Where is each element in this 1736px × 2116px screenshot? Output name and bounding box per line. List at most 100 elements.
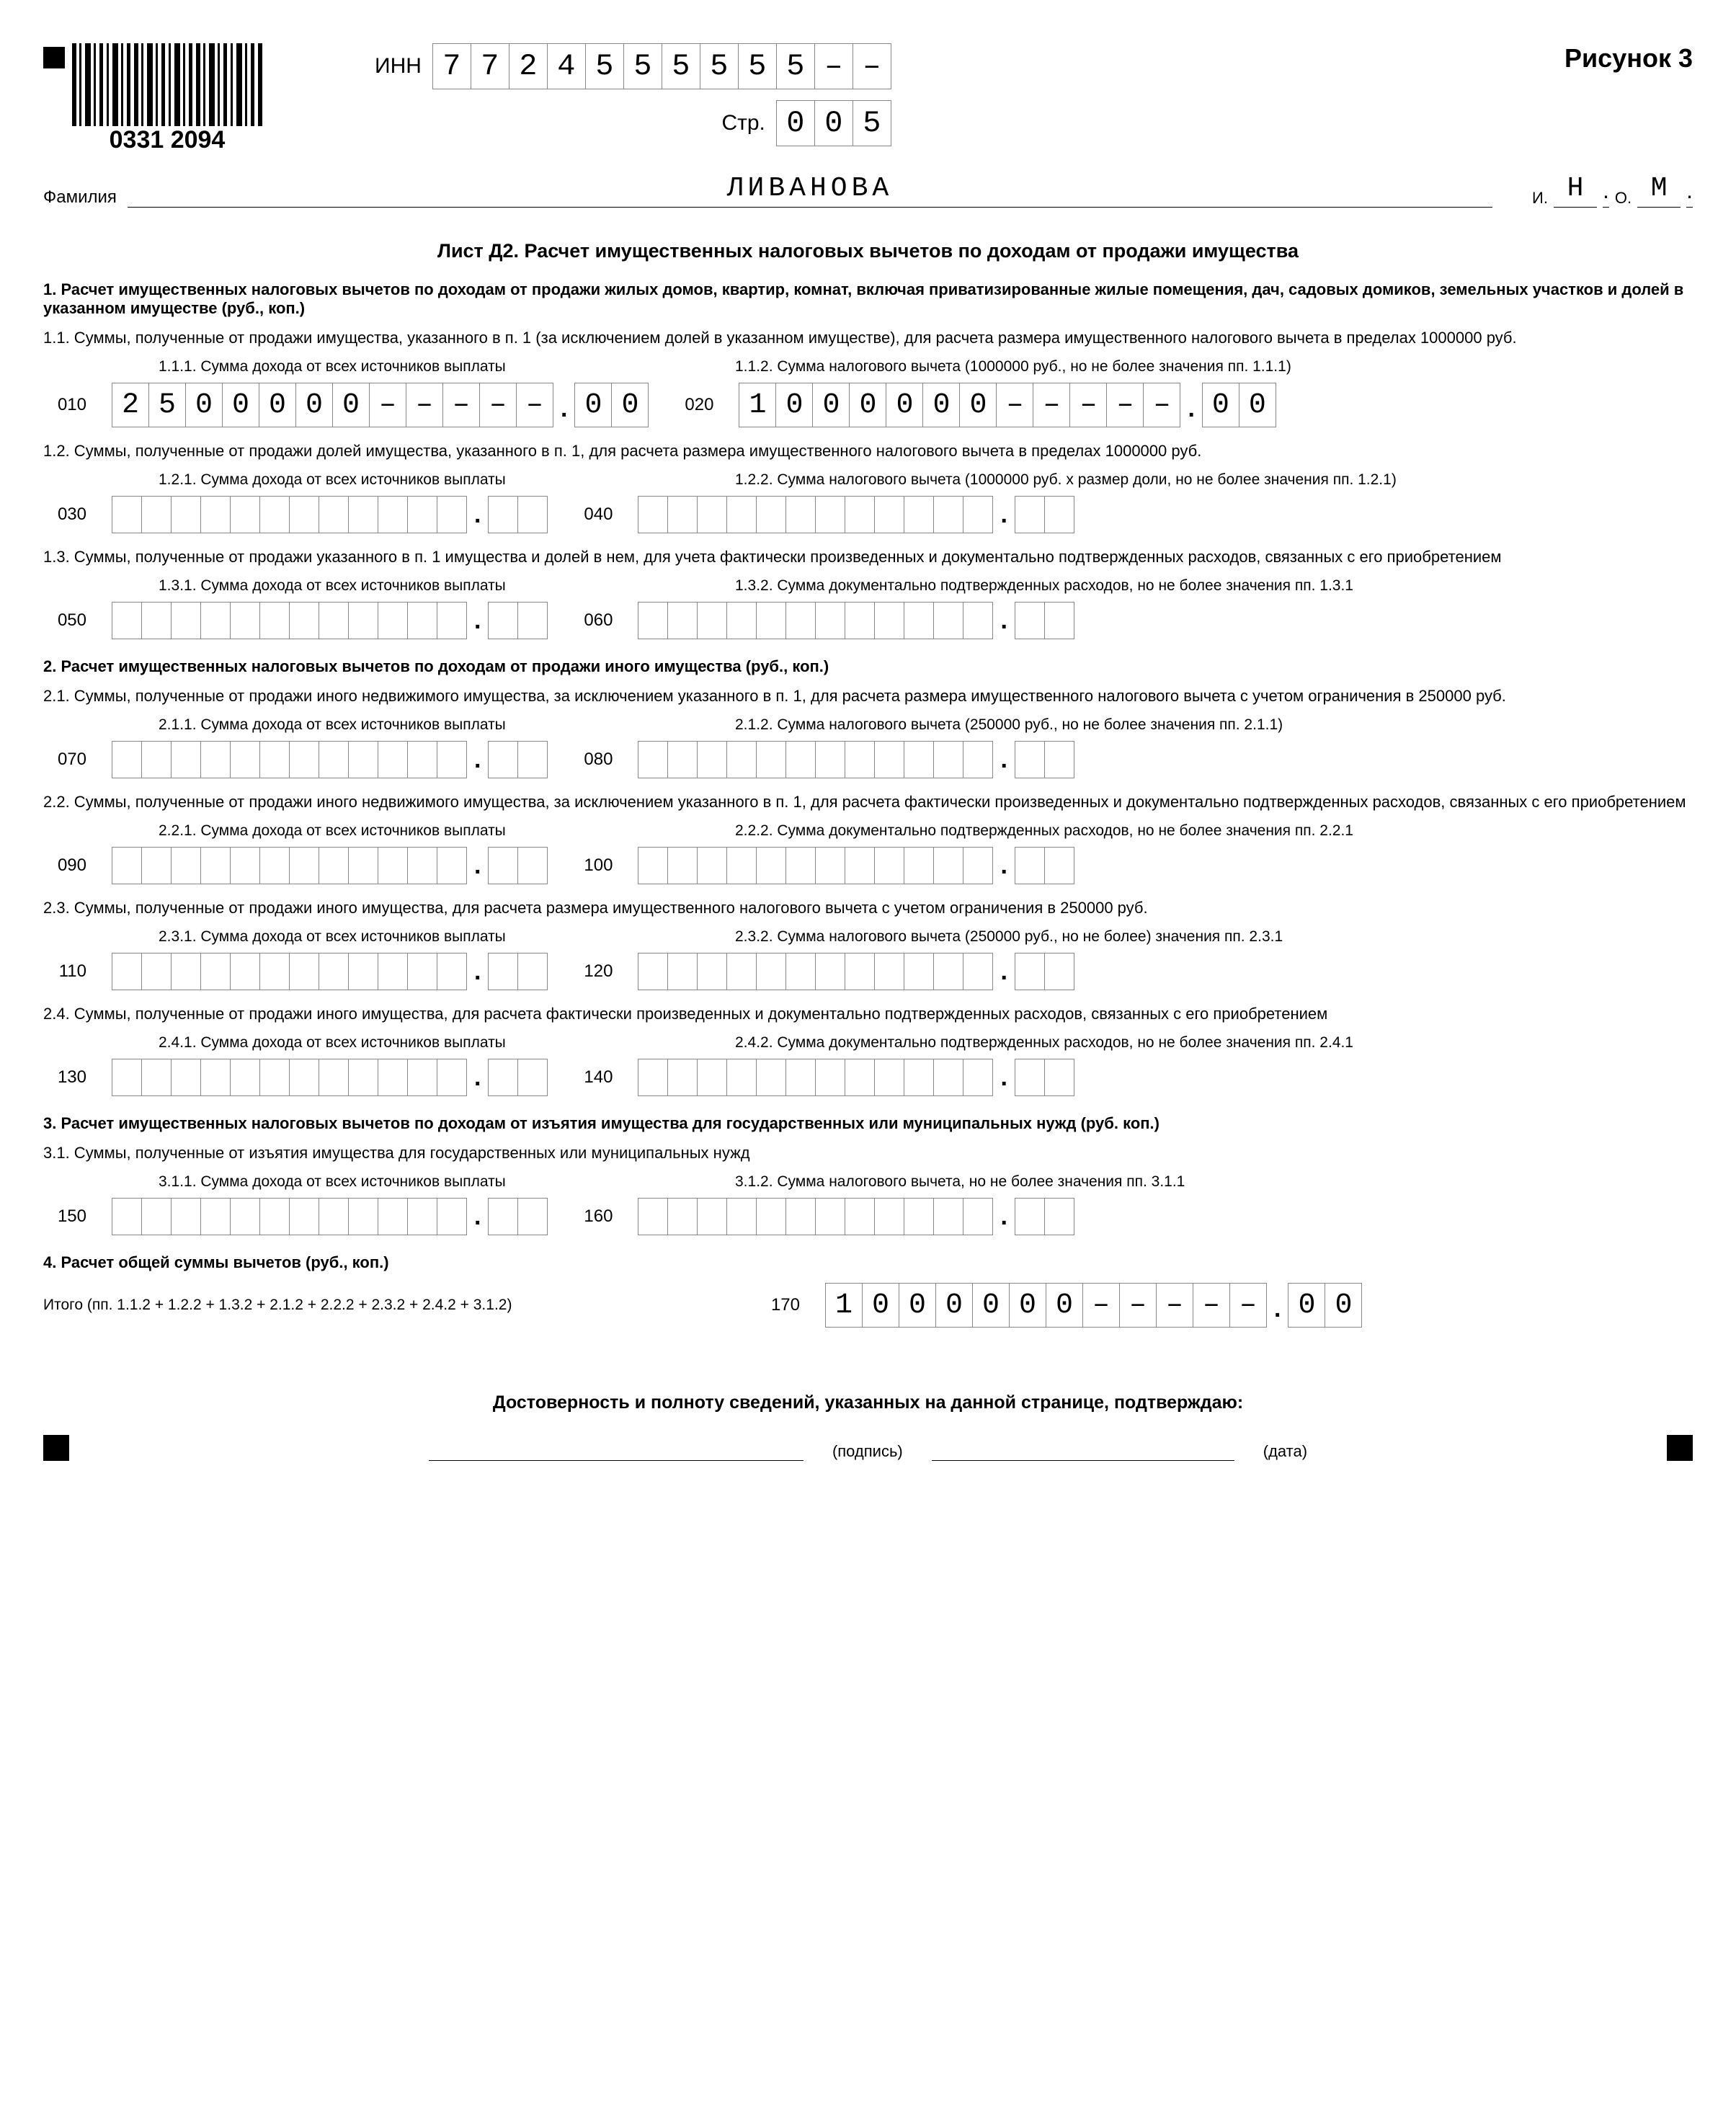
digit-cell[interactable]: [697, 847, 727, 884]
digit-cell[interactable]: –: [1082, 1283, 1120, 1328]
digit-cell[interactable]: [289, 953, 319, 990]
digit-cell[interactable]: [437, 847, 467, 884]
digit-cell[interactable]: [112, 496, 142, 533]
digit-cell[interactable]: 0: [1009, 1283, 1046, 1328]
amount-boxes[interactable]: 1000000–––––.00: [739, 383, 1276, 427]
digit-cell[interactable]: [378, 847, 408, 884]
digit-cell[interactable]: [141, 1059, 172, 1096]
digit-cell[interactable]: [289, 1198, 319, 1235]
digit-cell[interactable]: 5: [662, 43, 700, 89]
digit-cell[interactable]: [904, 953, 934, 990]
digit-cell[interactable]: [785, 741, 816, 778]
digit-cell[interactable]: [785, 847, 816, 884]
digit-cell[interactable]: [904, 1198, 934, 1235]
digit-cell[interactable]: [319, 602, 349, 639]
digit-cell[interactable]: [348, 1059, 378, 1096]
digit-cell[interactable]: [1015, 741, 1045, 778]
digit-cell[interactable]: [488, 496, 518, 533]
digit-cell[interactable]: [726, 741, 757, 778]
digit-cell[interactable]: [141, 847, 172, 884]
digit-cell[interactable]: [815, 1198, 845, 1235]
digit-cell[interactable]: [171, 602, 201, 639]
digit-cell[interactable]: [785, 496, 816, 533]
amount-boxes[interactable]: 2500000–––––.00: [112, 383, 649, 427]
digit-cell[interactable]: [348, 953, 378, 990]
surname-value[interactable]: ЛИВАНОВА: [128, 173, 1492, 208]
digit-cell[interactable]: [963, 1198, 993, 1235]
digit-cell[interactable]: [785, 1059, 816, 1096]
digit-cell[interactable]: [697, 741, 727, 778]
amount-boxes[interactable]: .: [638, 1059, 1074, 1096]
digit-cell[interactable]: [667, 496, 698, 533]
digit-cell[interactable]: [378, 602, 408, 639]
digit-cell[interactable]: 0: [922, 383, 960, 427]
digit-cell[interactable]: [289, 602, 319, 639]
digit-cell[interactable]: 0: [886, 383, 923, 427]
digit-cell[interactable]: [141, 741, 172, 778]
digit-cell[interactable]: 5: [738, 43, 777, 89]
digit-cell[interactable]: [319, 847, 349, 884]
digit-cell[interactable]: [289, 1059, 319, 1096]
digit-cell[interactable]: [933, 602, 963, 639]
digit-cell[interactable]: [319, 741, 349, 778]
digit-cell[interactable]: [845, 1198, 875, 1235]
digit-cell[interactable]: 5: [148, 383, 186, 427]
digit-cell[interactable]: [171, 1059, 201, 1096]
digit-cell[interactable]: [1015, 953, 1045, 990]
digit-cell[interactable]: 7: [471, 43, 509, 89]
digit-cell[interactable]: [667, 847, 698, 884]
digit-cell[interactable]: [112, 847, 142, 884]
digit-cell[interactable]: [230, 602, 260, 639]
digit-cell[interactable]: [667, 602, 698, 639]
digit-cell[interactable]: 0: [332, 383, 370, 427]
digit-cell[interactable]: [200, 1198, 231, 1235]
digit-cell[interactable]: [488, 602, 518, 639]
digit-cell[interactable]: [171, 953, 201, 990]
digit-cell[interactable]: [488, 847, 518, 884]
digit-cell[interactable]: [638, 602, 668, 639]
digit-cell[interactable]: [815, 953, 845, 990]
digit-cell[interactable]: [230, 1198, 260, 1235]
digit-cell[interactable]: [1015, 496, 1045, 533]
digit-cell[interactable]: [200, 953, 231, 990]
digit-cell[interactable]: [933, 847, 963, 884]
digit-cell[interactable]: [904, 741, 934, 778]
digit-cell[interactable]: [815, 602, 845, 639]
digit-cell[interactable]: –: [479, 383, 517, 427]
digit-cell[interactable]: [112, 1059, 142, 1096]
digit-cell[interactable]: [348, 496, 378, 533]
digit-cell[interactable]: [1044, 1198, 1074, 1235]
digit-cell[interactable]: [815, 496, 845, 533]
digit-cell[interactable]: [756, 602, 786, 639]
digit-cell[interactable]: [1044, 953, 1074, 990]
digit-cell[interactable]: [756, 741, 786, 778]
digit-cell[interactable]: [319, 1059, 349, 1096]
amount-boxes[interactable]: .: [112, 1059, 548, 1096]
amount-boxes[interactable]: .: [112, 496, 548, 533]
digit-cell[interactable]: [697, 1059, 727, 1096]
digit-cell[interactable]: [517, 953, 548, 990]
digit-cell[interactable]: [638, 741, 668, 778]
digit-cell[interactable]: [933, 496, 963, 533]
digit-cell[interactable]: [200, 1059, 231, 1096]
digit-cell[interactable]: [638, 847, 668, 884]
digit-cell[interactable]: [517, 1198, 548, 1235]
initial-o-value[interactable]: М: [1637, 173, 1681, 208]
digit-cell[interactable]: [407, 1198, 437, 1235]
digit-cell[interactable]: [171, 741, 201, 778]
digit-cell[interactable]: –: [1106, 383, 1144, 427]
digit-cell[interactable]: [874, 496, 904, 533]
digit-cell[interactable]: 0: [1288, 1283, 1325, 1328]
digit-cell[interactable]: [904, 1059, 934, 1096]
digit-cell[interactable]: [904, 602, 934, 639]
amount-boxes[interactable]: .: [638, 1198, 1074, 1235]
digit-cell[interactable]: [259, 953, 290, 990]
digit-cell[interactable]: 0: [862, 1283, 899, 1328]
digit-cell[interactable]: [874, 1198, 904, 1235]
digit-cell[interactable]: [874, 602, 904, 639]
digit-cell[interactable]: [638, 953, 668, 990]
digit-cell[interactable]: [845, 847, 875, 884]
digit-cell[interactable]: [141, 602, 172, 639]
digit-cell[interactable]: [1015, 1198, 1045, 1235]
digit-cell[interactable]: 0: [1202, 383, 1239, 427]
